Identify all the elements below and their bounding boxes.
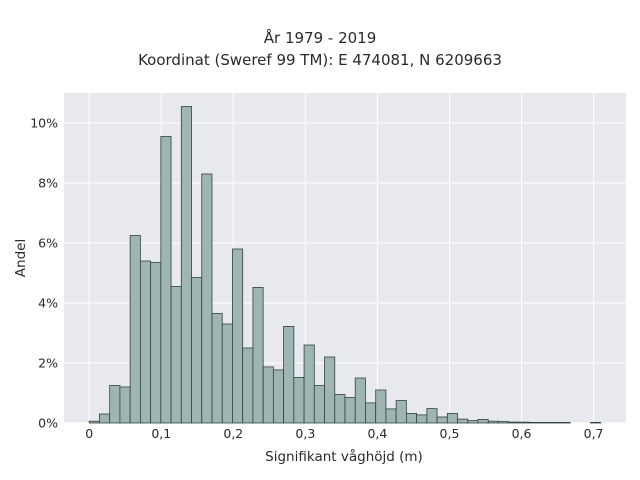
y-tick-label: 8% xyxy=(38,176,58,191)
histogram-bars xyxy=(88,106,602,424)
histogram-bar xyxy=(303,344,315,424)
histogram-bar xyxy=(457,418,469,424)
histogram-bar xyxy=(477,418,489,424)
x-axis-ticks: 0 0,1 0,2 0,3 0,4 0,5 0,6 0,7 xyxy=(85,426,603,441)
histogram-bar xyxy=(272,369,285,424)
histogram-bar xyxy=(150,262,162,424)
histogram-bar xyxy=(88,420,100,424)
y-axis-ticks: 0% 2% 4% 6% 8% 10% xyxy=(30,116,58,431)
y-axis-label: Andel xyxy=(13,239,29,277)
x-tick-label: 0,2 xyxy=(223,426,243,441)
histogram-bar xyxy=(129,235,141,424)
x-tick-label: 0,3 xyxy=(295,426,315,441)
histogram-bar xyxy=(436,416,448,424)
histogram-bar xyxy=(232,248,244,424)
y-tick-label: 4% xyxy=(38,296,58,311)
histogram-bar xyxy=(191,277,203,424)
histogram-bar xyxy=(405,412,418,424)
histogram-bar xyxy=(221,323,233,424)
histogram-bar xyxy=(109,385,121,424)
histogram-bar xyxy=(324,356,336,424)
histogram-bar xyxy=(99,413,111,424)
x-tick-label: 0,7 xyxy=(584,426,604,441)
histogram-bar xyxy=(487,420,499,424)
histogram-bar xyxy=(201,173,213,424)
histogram-bar xyxy=(528,421,540,424)
x-tick-label: 0,5 xyxy=(440,426,460,441)
histogram-bar xyxy=(252,286,264,424)
histogram-bar xyxy=(242,347,254,424)
x-tick-label: 0 xyxy=(85,426,93,441)
histogram-bar xyxy=(160,136,172,424)
histogram-bar xyxy=(170,286,182,424)
histogram-bar xyxy=(119,386,131,424)
x-tick-label: 0,1 xyxy=(151,426,171,441)
histogram-bar xyxy=(354,377,366,424)
histogram-bar xyxy=(375,389,387,424)
histogram-bar xyxy=(538,421,551,424)
histogram-bar xyxy=(334,394,346,424)
histogram-bar xyxy=(508,421,520,424)
histogram-bar xyxy=(313,385,325,424)
histogram-bar xyxy=(518,421,530,424)
histogram-bar xyxy=(365,402,377,424)
histogram-bar xyxy=(590,421,602,424)
histogram-bar xyxy=(416,414,428,424)
y-tick-label: 6% xyxy=(38,236,58,251)
histogram-bar xyxy=(344,397,356,424)
chart-subtitle: Koordinat (Sweref 99 TM): E 474081, N 62… xyxy=(138,51,502,69)
histogram-bar xyxy=(426,408,438,424)
histogram-bar xyxy=(498,421,510,424)
y-tick-label: 2% xyxy=(38,356,58,371)
histogram-bar xyxy=(262,366,274,424)
histogram-bar xyxy=(385,408,397,424)
histogram-bar xyxy=(211,313,223,424)
histogram-bar xyxy=(467,420,479,424)
x-tick-label: 0,4 xyxy=(367,426,387,441)
histogram-bar xyxy=(180,106,192,424)
y-tick-label: 10% xyxy=(30,116,58,131)
y-tick-label: 0% xyxy=(38,416,58,431)
histogram-bar xyxy=(446,412,458,424)
histogram-bar xyxy=(293,376,305,424)
chart-title: År 1979 - 2019 xyxy=(263,29,377,47)
histogram-bar xyxy=(139,260,152,424)
x-tick-label: 0,6 xyxy=(512,426,532,441)
histogram-bar xyxy=(283,325,295,424)
histogram-bar xyxy=(549,421,561,424)
x-axis-label: Signifikant våghöjd (m) xyxy=(265,448,423,465)
histogram-bar xyxy=(559,421,571,424)
histogram-bar xyxy=(395,400,407,424)
